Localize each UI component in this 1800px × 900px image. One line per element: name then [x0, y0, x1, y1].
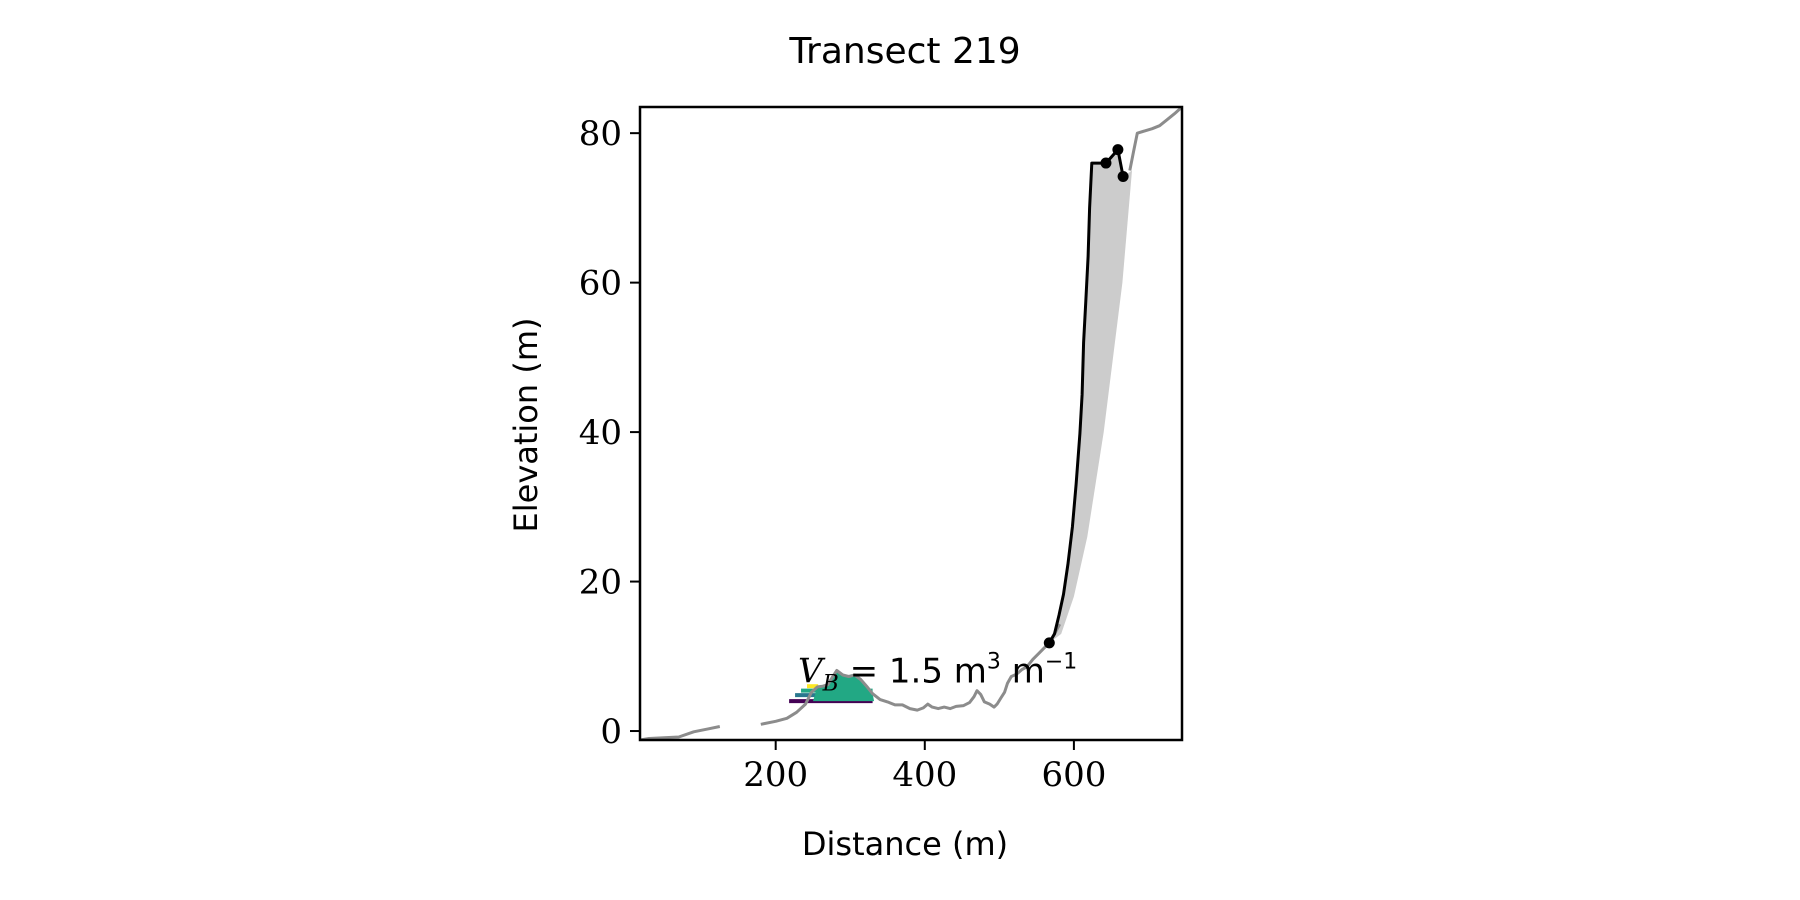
annotation-part-5: m	[1001, 651, 1045, 691]
cliff-volume-fill	[1049, 149, 1132, 643]
x-axis-label: Distance (m)	[802, 825, 1008, 863]
volume-annotation: VB = 1.5 m3 m−1	[798, 649, 1077, 696]
x-tick-label-200: 200	[743, 755, 808, 795]
y-tick-label-40: 40	[579, 413, 622, 453]
x-tick-label-600: 600	[1041, 755, 1106, 795]
profile-line-segment-2	[760, 623, 1062, 726]
cliff-marker-1	[1043, 637, 1055, 649]
profile-line-segment-3	[1128, 107, 1182, 171]
cliff-marker-2	[1100, 157, 1112, 169]
annotation-part-1: V	[798, 651, 826, 691]
y-axis-label: Elevation (m)	[507, 318, 545, 533]
annotation-part-2: B	[822, 671, 839, 696]
plot-frame	[638, 105, 1184, 742]
cliff-line	[1048, 148, 1125, 644]
profile-line-segment-1	[640, 725, 721, 740]
annotation-part-6: −1	[1045, 649, 1077, 674]
y-tick-label-20: 20	[579, 563, 622, 603]
plot-area: VB = 1.5 m3 m−1	[640, 107, 1182, 740]
annotation-part-4: 3	[987, 649, 1001, 674]
y-tick-label-60: 60	[579, 264, 622, 304]
annotation-part-3: = 1.5 m	[839, 651, 987, 691]
cliff-marker-3	[1112, 144, 1124, 156]
y-tick-label-80: 80	[579, 114, 622, 154]
chart-title: Transect 219	[788, 31, 1020, 72]
cliff-marker-4	[1117, 171, 1129, 183]
x-tick-label-400: 400	[892, 755, 957, 795]
y-tick-label-0: 0	[600, 712, 622, 752]
axes: 200 400 600 0 20 40 60 80	[579, 105, 1184, 795]
